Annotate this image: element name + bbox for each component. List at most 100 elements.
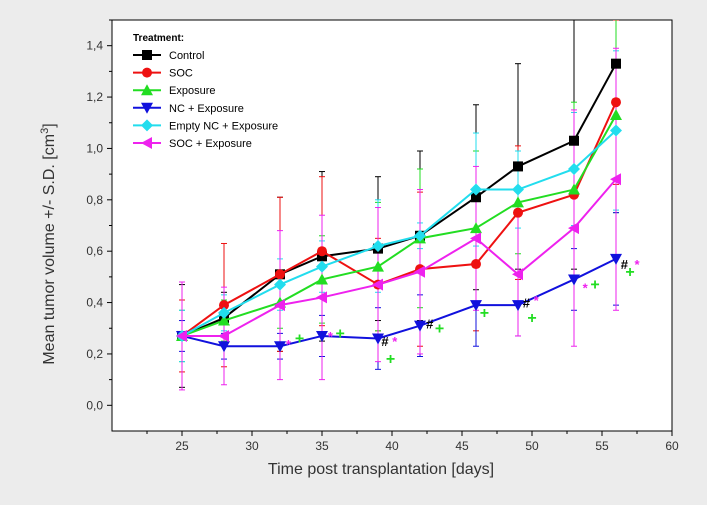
series-line bbox=[181, 129, 617, 337]
data-point bbox=[316, 260, 328, 273]
significance-mark: + bbox=[295, 331, 304, 348]
y-axis-label-close: ] bbox=[41, 123, 58, 127]
significance-mark: # bbox=[426, 316, 434, 331]
data-point bbox=[610, 124, 622, 137]
data-point bbox=[471, 192, 481, 203]
legend-marker bbox=[141, 102, 153, 114]
data-point bbox=[471, 259, 481, 270]
legend-label: SOC bbox=[169, 68, 193, 80]
significance-mark: + bbox=[527, 310, 536, 327]
data-point bbox=[568, 162, 580, 175]
x-tick-label: 45 bbox=[455, 439, 469, 453]
legend-title: Treatment: bbox=[133, 33, 184, 44]
significance-mark: # bbox=[381, 334, 389, 349]
plot-frame bbox=[111, 19, 673, 432]
legend-label: NC + Exposure bbox=[169, 103, 244, 115]
series-line bbox=[181, 101, 617, 337]
y-tick-label: 0,8 bbox=[86, 193, 103, 207]
significance-mark: * bbox=[534, 293, 540, 308]
significance-mark: * bbox=[392, 334, 398, 349]
x-tick-label: 40 bbox=[385, 439, 399, 453]
data-point bbox=[513, 161, 523, 172]
significance-mark: # bbox=[523, 296, 531, 311]
data-point bbox=[275, 269, 285, 280]
x-tick-label: 55 bbox=[595, 439, 609, 453]
data-point bbox=[568, 183, 580, 195]
x-tick-label: 30 bbox=[245, 439, 259, 453]
data-point bbox=[316, 330, 328, 342]
data-point bbox=[512, 268, 523, 281]
y-tick-label: 0,4 bbox=[86, 296, 103, 310]
legend-marker bbox=[141, 137, 152, 149]
data-point bbox=[274, 341, 286, 353]
y-tick-label: 1,0 bbox=[86, 141, 103, 155]
data-point bbox=[316, 273, 328, 285]
legend-marker bbox=[141, 119, 153, 132]
series-line bbox=[182, 178, 617, 337]
plot-area: 25 30 35 40 45 50 55 60 0,0 0,2 0,4 0,6 0,8 1,0 1,2 1,4… bbox=[86, 19, 679, 453]
data-point bbox=[218, 329, 229, 342]
legend-label: Empty NC + Exposure bbox=[169, 120, 278, 132]
data-point bbox=[414, 229, 426, 242]
significance-mark: + bbox=[625, 264, 634, 281]
series-line bbox=[181, 257, 617, 348]
data-point bbox=[470, 222, 482, 234]
legend-label: Control bbox=[169, 50, 204, 62]
data-point bbox=[512, 183, 524, 196]
significance-mark: * bbox=[583, 280, 589, 295]
x-tick-label: 50 bbox=[525, 439, 539, 453]
data-point bbox=[372, 260, 384, 272]
y-tick-label: 0,6 bbox=[86, 244, 103, 258]
data-point bbox=[218, 314, 230, 326]
legend-marker bbox=[141, 84, 153, 96]
significance-mark: + bbox=[336, 326, 345, 343]
series-4 bbox=[176, 124, 622, 342]
significance-mark: + bbox=[590, 277, 599, 294]
series-3 bbox=[176, 253, 622, 353]
data-point bbox=[414, 265, 425, 278]
significance-mark: + bbox=[480, 305, 489, 322]
data-point bbox=[317, 251, 327, 262]
y-tick-label: 0,0 bbox=[86, 398, 103, 412]
y-axis-label-superscript: 3 bbox=[39, 128, 51, 134]
data-point bbox=[513, 207, 523, 218]
y-tick-label: 1,2 bbox=[86, 90, 103, 104]
x-tick-label: 60 bbox=[665, 439, 679, 453]
legend-label: SOC + Exposure bbox=[169, 138, 252, 150]
data-point bbox=[610, 109, 622, 121]
data-point bbox=[569, 135, 579, 146]
data-point bbox=[176, 329, 187, 342]
data-point bbox=[568, 222, 579, 235]
legend: Treatment: Control SOC Exposure NC + Exposur… bbox=[133, 33, 278, 150]
data-point bbox=[316, 291, 327, 304]
data-point bbox=[512, 300, 524, 312]
series-line bbox=[181, 63, 617, 337]
y-tick-label: 0,2 bbox=[86, 347, 103, 361]
data-point bbox=[274, 299, 285, 312]
data-point bbox=[218, 306, 230, 319]
x-tick-label: 35 bbox=[315, 439, 329, 453]
significance-mark: + bbox=[435, 320, 444, 337]
y-axis-label: Mean tumor volume +/- S.D. [cm3] bbox=[39, 123, 58, 364]
x-axis-label: Time post transplantation [days] bbox=[268, 461, 494, 478]
significance-mark: * bbox=[328, 329, 334, 344]
legend-marker bbox=[142, 50, 152, 60]
data-point bbox=[274, 278, 286, 291]
data-point bbox=[611, 97, 621, 108]
data-point bbox=[470, 300, 482, 312]
significance-mark: * bbox=[634, 257, 640, 272]
data-point bbox=[372, 278, 383, 291]
data-point bbox=[512, 196, 524, 208]
legend-marker bbox=[142, 67, 152, 78]
legend-label: Exposure bbox=[169, 85, 215, 97]
data-point bbox=[372, 240, 384, 253]
y-tick-label: 1,4 bbox=[86, 39, 103, 53]
data-point bbox=[611, 58, 621, 69]
data-point bbox=[610, 173, 621, 186]
data-point bbox=[218, 341, 230, 353]
data-point bbox=[470, 183, 482, 196]
significance-mark: * bbox=[286, 337, 292, 352]
data-point bbox=[414, 320, 426, 332]
significance-mark: + bbox=[386, 351, 395, 368]
data-point bbox=[470, 232, 481, 245]
